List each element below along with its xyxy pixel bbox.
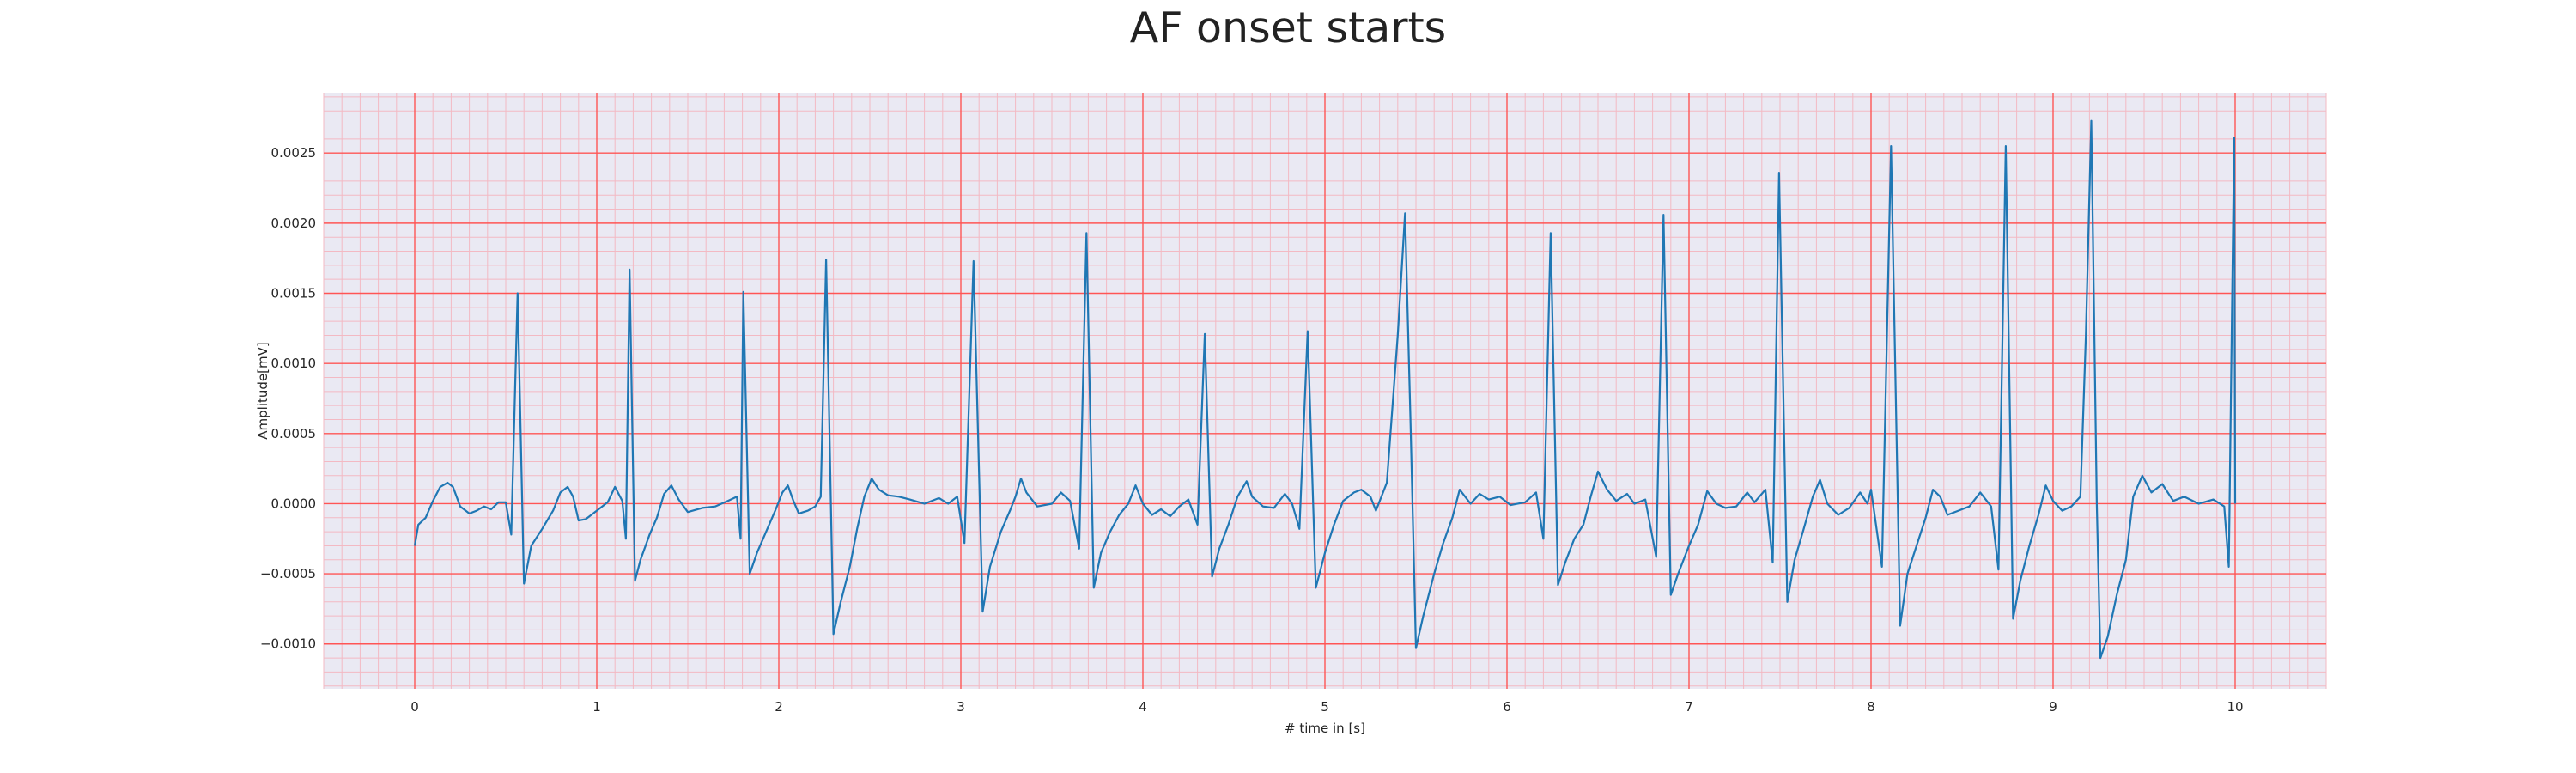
series-line xyxy=(413,119,2237,660)
y-tick-label: −0.0010 xyxy=(260,636,316,652)
x-tick-label: 8 xyxy=(1867,699,1875,715)
y-tick-label: 0.0020 xyxy=(271,216,317,231)
chart-title: AF onset starts xyxy=(1129,3,1447,52)
y-tick-label: 0.0015 xyxy=(271,286,317,301)
x-axis-label: # time in [s] xyxy=(1285,721,1365,736)
y-tick-label: −0.0005 xyxy=(260,566,316,581)
x-tick-label: 6 xyxy=(1503,699,1511,715)
x-tick-label: 2 xyxy=(775,699,783,715)
x-tick-label: 0 xyxy=(410,699,419,715)
y-tick-label: 0.0010 xyxy=(271,356,317,371)
x-tick-label: 1 xyxy=(592,699,601,715)
x-tick-label: 9 xyxy=(2049,699,2057,715)
y-tick-label: 0.0025 xyxy=(271,145,317,161)
y-tick-label: 0.0000 xyxy=(271,496,317,511)
x-axis-ticks: 0 1 2 3 4 5 6 7 8 9 10 xyxy=(410,699,2243,715)
major-grid xyxy=(324,93,2326,689)
x-tick-label: 5 xyxy=(1321,699,1329,715)
y-tick-label: 0.0005 xyxy=(271,426,317,441)
x-tick-label: 10 xyxy=(2227,699,2243,715)
x-tick-label: 3 xyxy=(957,699,965,715)
y-axis-ticks: −0.0010 −0.0005 0.0000 0.0005 0.0010 0.0015 0.… xyxy=(260,145,316,652)
x-tick-label: 7 xyxy=(1685,699,1693,715)
x-tick-label: 4 xyxy=(1139,699,1147,715)
y-axis-label: Amplitude[mV] xyxy=(255,342,270,439)
